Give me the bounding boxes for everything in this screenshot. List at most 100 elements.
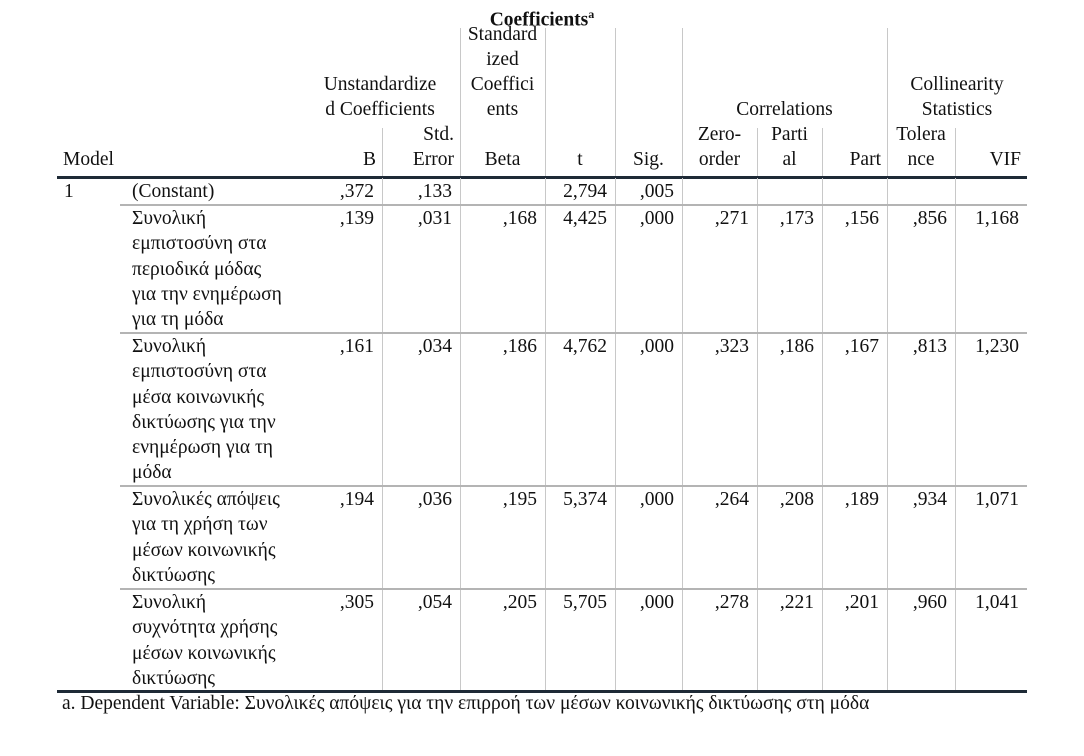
cell-part: ,189 <box>844 489 879 510</box>
header-partial-line: Parti <box>771 124 808 145</box>
header-part: Part <box>828 147 881 172</box>
header-divider <box>460 28 461 178</box>
header-correlations-text: Correlations <box>736 99 833 120</box>
cell-partial: ,208 <box>779 489 814 510</box>
cell-vif: 1,168 <box>975 208 1019 229</box>
cell-tol: ,856 <box>912 208 947 229</box>
cell-b: ,139 <box>339 208 374 229</box>
cell-t: 4,762 <box>563 336 607 357</box>
row-separator <box>120 204 1027 206</box>
header-correlations: Correlations <box>688 97 881 122</box>
header-standardized-line: ized <box>486 49 519 70</box>
cell-tol: ,960 <box>912 592 947 613</box>
row-label-line: ενημέρωση για τη <box>132 437 273 459</box>
header-std-error: Std. Error <box>388 122 454 172</box>
header-zero-order-line: Zero- <box>697 124 742 145</box>
row-separator <box>120 485 1027 487</box>
model-number: 1 <box>64 181 74 202</box>
header-b: B <box>306 147 376 172</box>
header-b-text: B <box>362 149 376 170</box>
cell-se: ,036 <box>417 489 452 510</box>
row-label-line: Συνολική <box>132 592 207 613</box>
cell-t: 2,794 <box>563 181 607 202</box>
column-divider <box>822 178 823 690</box>
header-divider <box>615 28 616 178</box>
row-label-line: για τη μόδα <box>132 309 224 331</box>
footnote-mark: a <box>588 7 595 21</box>
cell-vif: 1,041 <box>975 592 1019 613</box>
row-label-line: συχνότητα χρήσης <box>132 617 278 639</box>
row-label-line: Συνολική <box>132 336 207 357</box>
header-collinearity-line: Collinearity <box>910 74 1004 95</box>
cell-vif: 1,071 <box>975 489 1019 510</box>
footnote: a. Dependent Variable: Συνολικές απόψεις… <box>62 693 870 714</box>
row-label: Συνολική συχνότητα χρήσης μέσων κοινωνικής… <box>132 590 277 691</box>
header-model: Model <box>63 147 294 172</box>
header-collinearity-line: Statistics <box>921 99 993 120</box>
header-rule <box>57 176 1027 179</box>
header-zero-order: Zero-order <box>688 122 751 172</box>
cell-partial: ,186 <box>779 336 814 357</box>
cell-partial: ,221 <box>779 592 814 613</box>
cell-t: 4,425 <box>563 208 607 229</box>
row-label-line: δικτύωσης για την <box>132 411 276 433</box>
header-divider <box>955 128 956 178</box>
header-divider <box>682 28 683 178</box>
column-divider <box>887 178 888 690</box>
cell-sig: ,000 <box>639 489 674 510</box>
cell-zero: ,271 <box>714 208 749 229</box>
header-model-text: Model <box>63 149 114 170</box>
table-bottom-rule <box>57 690 1027 693</box>
cell-beta: ,205 <box>502 592 537 613</box>
cell-se: ,031 <box>417 208 452 229</box>
row-label-line: δικτύωσης <box>132 564 216 586</box>
row-label: Συνολική εμπιστοσύνη στα μέσα κοινωνικής δι… <box>132 334 276 486</box>
cell-sig: ,000 <box>639 208 674 229</box>
row-label-line: για την ενημέρωση <box>132 283 282 305</box>
header-partial-line: al <box>782 149 797 170</box>
cell-zero: ,323 <box>714 336 749 357</box>
cell-part: ,156 <box>844 208 879 229</box>
cell-sig: ,005 <box>639 181 674 202</box>
column-divider <box>757 178 758 690</box>
column-divider <box>382 178 383 690</box>
cell-zero: ,264 <box>714 489 749 510</box>
header-unstandardized-line: Unstandardize <box>323 74 437 95</box>
row-separator <box>120 588 1027 590</box>
header-t: t <box>551 147 609 172</box>
cell-se: ,054 <box>417 592 452 613</box>
row-label-line: μέσων κοινωνικής <box>132 539 276 561</box>
cell-zero: ,278 <box>714 592 749 613</box>
header-vif-text: VIF <box>989 149 1021 170</box>
row-label-line: μέσα κοινωνικής <box>132 386 265 408</box>
row-label-line: δικτύωσης <box>132 667 216 689</box>
header-std-error-line: Std. <box>423 124 454 145</box>
row-label: Συνολική εμπιστοσύνη στα περιοδικά μόδας γι… <box>132 206 282 332</box>
cell-t: 5,374 <box>563 489 607 510</box>
cell-se: ,133 <box>417 181 452 202</box>
header-sig: Sig. <box>621 147 676 172</box>
header-std-error-line: Error <box>412 149 454 170</box>
header-unstandardized: Unstandardize d Coefficients <box>306 72 454 122</box>
row-label: (Constant) <box>132 179 214 204</box>
cell-beta: ,168 <box>502 208 537 229</box>
header-t-text: t <box>577 149 583 170</box>
row-label-line: περιοδικά μόδας <box>132 258 262 280</box>
header-standardized-line: Standard <box>467 24 538 45</box>
cell-part: ,167 <box>844 336 879 357</box>
column-divider <box>460 178 461 690</box>
row-separator <box>120 332 1027 334</box>
header-beta: Beta <box>466 147 539 172</box>
cell-part: ,201 <box>844 592 879 613</box>
header-standardized: Standard ized Coeffici ents <box>466 22 539 122</box>
row-label-line: εμπιστοσύνη στα <box>132 361 267 383</box>
column-divider <box>545 178 546 690</box>
header-collinearity: Collinearity Statistics <box>893 72 1021 122</box>
header-divider <box>887 28 888 178</box>
header-standardized-line: ents <box>486 99 519 120</box>
title-text: Coefficients <box>489 9 589 31</box>
row-label-line: εμπιστοσύνη στα <box>132 233 267 255</box>
header-divider <box>545 28 546 178</box>
row-label-line: για τη χρήση των <box>132 514 268 536</box>
row-label-line: Συνολική <box>132 208 207 229</box>
